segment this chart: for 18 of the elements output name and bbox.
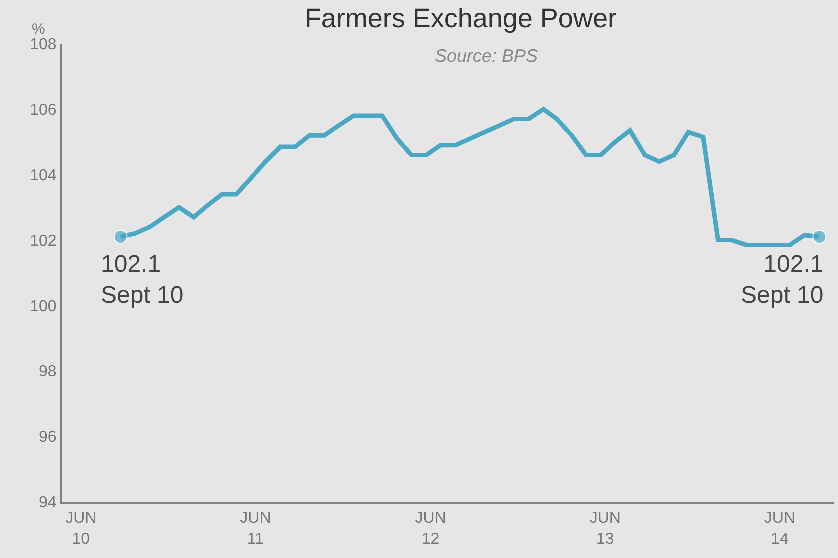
x-tick-label: JUN 11: [240, 510, 272, 548]
x-tick-label: JUN 14: [764, 510, 796, 548]
annotation: 102.1 Sept 10: [101, 251, 184, 310]
y-tick-label: 106: [30, 102, 57, 120]
y-tick-label: 94: [39, 494, 57, 512]
y-tick-label: 102: [30, 232, 57, 250]
annotation: 102.1 Sept 10: [741, 251, 824, 310]
y-tick-label: 98: [39, 364, 57, 381]
x-tick-label: JUN 12: [415, 510, 446, 548]
y-axis-title: %: [32, 21, 46, 38]
chart-title: Farmers Exchange Power: [304, 3, 617, 34]
y-tick-label: 108: [30, 36, 57, 54]
x-tick-label: JUN 10: [66, 510, 97, 548]
y-tick-label: 96: [39, 429, 57, 446]
y-tick-label: 104: [30, 167, 57, 184]
y-tick-label: 100: [30, 298, 57, 316]
x-tick-label: JUN 13: [590, 510, 621, 548]
chart-subtitle: Source: BPS: [435, 46, 538, 66]
